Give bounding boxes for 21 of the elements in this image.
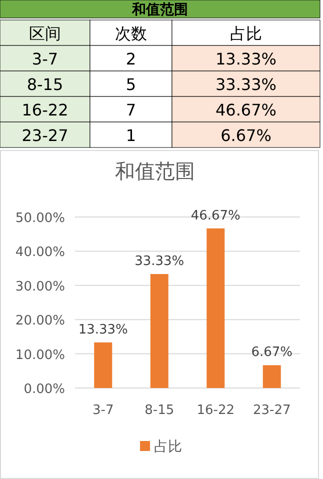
data-label: 13.33% [78, 322, 128, 338]
y-tick-label: 40.00% [15, 245, 65, 260]
table: 和值范围 区间 次数 占比 3-7 2 13.33% 8-15 5 33.33% 16-22 7 46.67% 23-27 1 6.67% [0, 0, 320, 148]
x-tick-label: 16-22 [196, 403, 235, 418]
y-tick-label: 10.00% [15, 348, 65, 363]
x-tick-label: 23-27 [252, 403, 291, 418]
bar [262, 365, 281, 388]
x-tick-label: 8-15 [144, 403, 174, 418]
bar [206, 228, 225, 388]
legend-label: 占比 [154, 439, 182, 455]
y-tick-label: 50.00% [15, 211, 65, 226]
chart-title: 和值范围 [115, 159, 195, 183]
bar [150, 274, 168, 388]
y-tick-label: 0.00% [24, 382, 65, 397]
y-tick-label: 30.00% [15, 279, 65, 294]
y-tick-label: 20.00% [15, 314, 65, 329]
data-label: 6.67% [251, 345, 293, 360]
data-label: 33.33% [134, 254, 184, 270]
x-tick-label: 3-7 [92, 403, 114, 418]
data-label: 46.67% [190, 208, 240, 224]
bar [94, 342, 112, 388]
